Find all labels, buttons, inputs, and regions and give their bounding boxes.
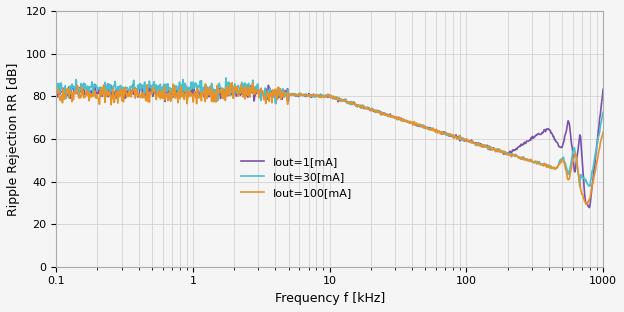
Iout=1[mA] (52, 86, 60, 90)
Iout=1[mA] (402, 119, 409, 123)
Iout=100[mA] (524, 158, 532, 162)
Iout=100[mA] (52, 87, 60, 90)
Legend: Iout=1[mA], Iout=30[mA], Iout=100[mA]: Iout=1[mA], Iout=30[mA], Iout=100[mA] (237, 152, 356, 202)
Iout=100[mA] (468, 139, 475, 142)
Iout=100[mA] (402, 119, 409, 123)
Iout=100[mA] (228, 81, 236, 85)
Iout=1[mA] (86, 90, 94, 94)
Iout=100[mA] (599, 130, 607, 134)
Line: Iout=100[mA]: Iout=100[mA] (56, 83, 603, 204)
Y-axis label: Ripple Rejection RR [dB]: Ripple Rejection RR [dB] (7, 62, 20, 216)
Iout=1[mA] (524, 139, 532, 143)
Iout=1[mA] (468, 138, 475, 142)
Iout=30[mA] (468, 141, 475, 145)
Iout=30[mA] (599, 110, 607, 114)
Line: Iout=1[mA]: Iout=1[mA] (56, 84, 603, 207)
X-axis label: Frequency f [kHz]: Frequency f [kHz] (275, 292, 385, 305)
Iout=30[mA] (52, 86, 60, 90)
Iout=1[mA] (371, 108, 378, 112)
Iout=100[mA] (583, 202, 590, 206)
Iout=30[mA] (86, 85, 94, 89)
Iout=100[mA] (371, 109, 378, 113)
Iout=1[mA] (599, 88, 607, 91)
Iout=1[mA] (104, 82, 112, 86)
Iout=30[mA] (385, 115, 392, 118)
Iout=30[mA] (222, 76, 230, 80)
Iout=30[mA] (524, 158, 532, 161)
Iout=30[mA] (576, 185, 583, 188)
Iout=30[mA] (371, 108, 378, 112)
Iout=30[mA] (402, 119, 409, 123)
Iout=1[mA] (586, 206, 593, 209)
Iout=1[mA] (385, 113, 392, 117)
Line: Iout=30[mA]: Iout=30[mA] (56, 78, 603, 187)
Iout=100[mA] (86, 94, 94, 97)
Iout=100[mA] (385, 115, 392, 119)
